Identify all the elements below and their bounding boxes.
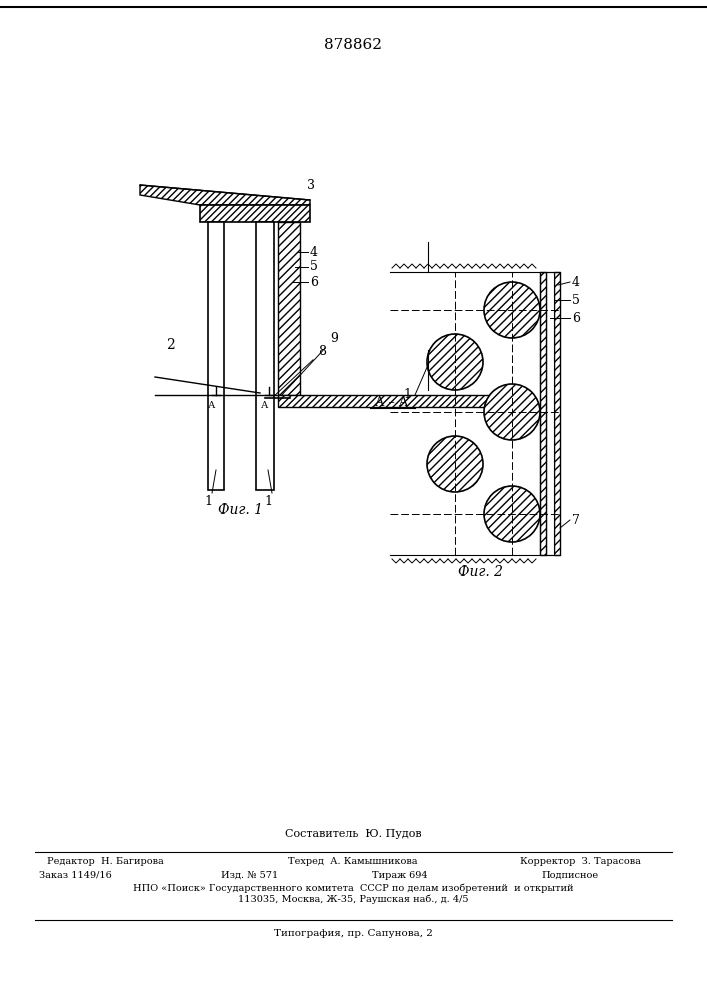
Polygon shape <box>140 185 310 205</box>
Circle shape <box>484 282 540 338</box>
Text: Типография, пр. Сапунова, 2: Типография, пр. Сапунова, 2 <box>274 930 433 938</box>
Text: Техред  А. Камышникова: Техред А. Камышникова <box>288 857 418 866</box>
Text: Редактор  Н. Багирова: Редактор Н. Багирова <box>47 857 163 866</box>
Circle shape <box>427 334 483 390</box>
Text: Изд. № 571: Изд. № 571 <box>221 870 279 880</box>
Text: 4: 4 <box>572 275 580 288</box>
Text: 6: 6 <box>572 312 580 324</box>
Text: 5: 5 <box>572 294 580 306</box>
Text: Заказ 1149/16: Заказ 1149/16 <box>39 870 112 880</box>
Text: 878862: 878862 <box>324 38 382 52</box>
Text: 1: 1 <box>204 495 212 508</box>
Text: 1: 1 <box>264 495 272 508</box>
Text: 3: 3 <box>307 179 315 192</box>
Polygon shape <box>200 205 310 222</box>
Text: Составитель  Ю. Пудов: Составитель Ю. Пудов <box>285 829 421 839</box>
Polygon shape <box>208 222 224 490</box>
Polygon shape <box>256 222 274 490</box>
Polygon shape <box>554 272 560 555</box>
Text: Фиг. 1: Фиг. 1 <box>218 503 262 517</box>
Text: 7: 7 <box>572 514 580 526</box>
Text: 1: 1 <box>403 388 411 401</box>
Text: Тираж 694: Тираж 694 <box>372 870 428 880</box>
Text: 8: 8 <box>274 345 326 396</box>
Text: 4: 4 <box>310 245 318 258</box>
Circle shape <box>484 384 540 440</box>
Polygon shape <box>540 272 546 555</box>
Text: Фиг. 2: Фиг. 2 <box>457 565 503 579</box>
Text: 113035, Москва, Ж-35, Раушская наб., д. 4/5: 113035, Москва, Ж-35, Раушская наб., д. … <box>238 894 468 904</box>
Text: 2: 2 <box>165 338 175 352</box>
Polygon shape <box>546 272 554 555</box>
Circle shape <box>427 436 483 492</box>
Text: А: А <box>262 401 269 410</box>
Text: Подписное: Подписное <box>542 870 599 880</box>
Polygon shape <box>278 222 300 395</box>
Text: 6: 6 <box>310 275 318 288</box>
Text: Корректор  З. Тарасова: Корректор З. Тарасова <box>520 857 641 866</box>
Text: 9: 9 <box>282 332 338 395</box>
Polygon shape <box>278 395 490 407</box>
Text: А – А: А – А <box>375 396 409 410</box>
Text: НПО «Поиск» Государственного комитета  СССР по делам изобретений  и открытий: НПО «Поиск» Государственного комитета СС… <box>133 883 573 893</box>
Text: А: А <box>209 401 216 410</box>
Circle shape <box>484 486 540 542</box>
Text: 5: 5 <box>310 260 318 273</box>
